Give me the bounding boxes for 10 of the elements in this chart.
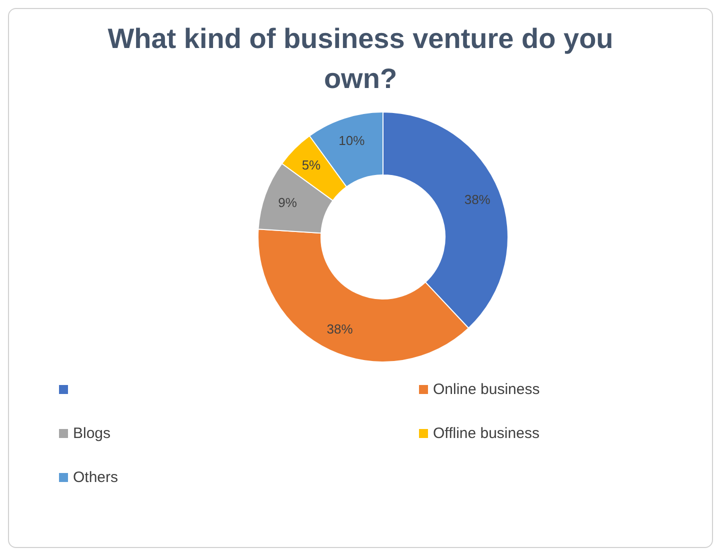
legend-label: Offline business (433, 424, 540, 442)
legend-label: Blogs (73, 424, 111, 442)
data-label: 5% (302, 158, 322, 173)
chart-title: What kind of business venture do you own? (106, 22, 614, 96)
data-label: 38% (326, 321, 354, 336)
data-label: 9% (278, 195, 298, 210)
legend-label: Online business (433, 380, 540, 398)
data-label: 38% (464, 192, 491, 208)
legend-label: Others (73, 468, 118, 486)
data-label: 10% (338, 132, 366, 148)
